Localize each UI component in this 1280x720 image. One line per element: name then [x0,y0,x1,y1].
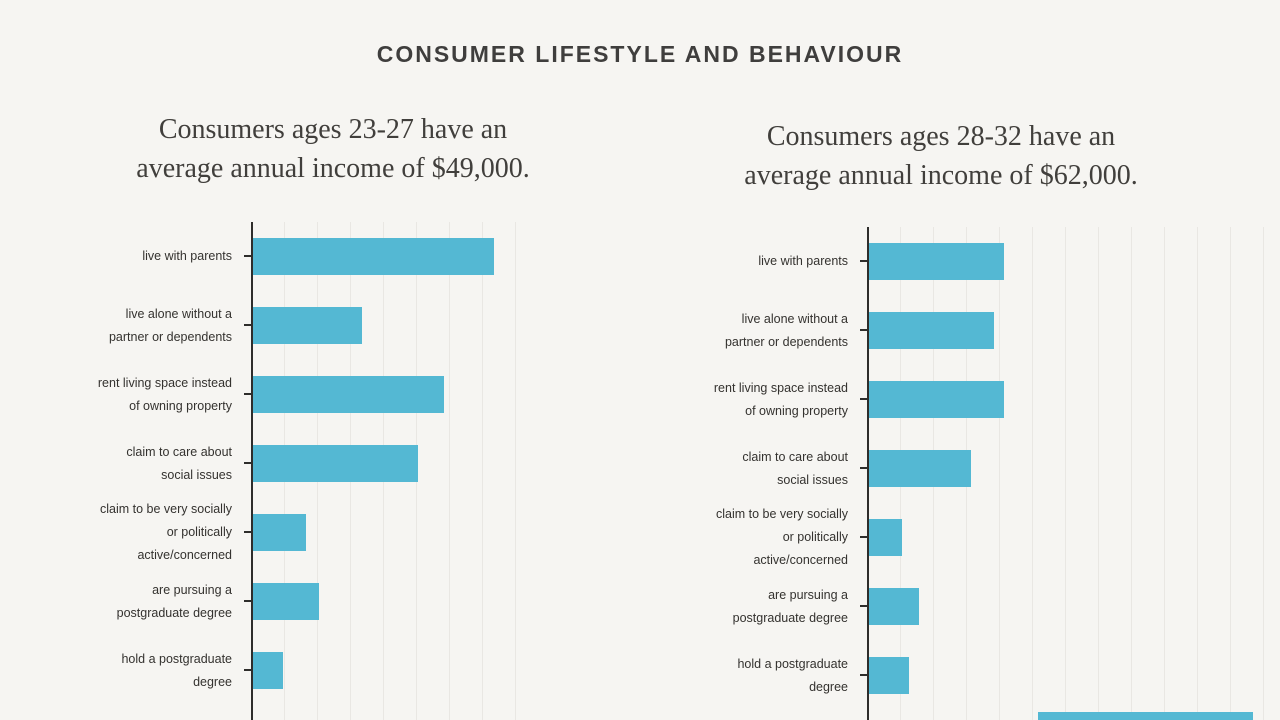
category-label-line: postgraduate degree [732,610,848,625]
plot-area: live with parents live alone without a par… [0,222,1280,720]
category-label-line: rent living space instead [97,375,232,390]
chart-row: live alone without a partner or dependent… [0,296,1280,365]
subtitle-line: average annual income of $62,000. [744,160,1138,191]
category-label-line: rent living space instead [713,380,848,395]
category-label: hold a postgraduate degree [2,636,232,705]
category-label-line: partner or dependents [724,334,848,349]
axis-tick [860,467,868,469]
axis-tick [860,329,868,331]
category-label: rent living space instead of owning prope… [2,360,232,429]
y-axis-line [867,227,869,720]
chart-subtitle: Consumers ages 28-32 have an average annu… [744,117,1137,195]
axis-tick [244,462,252,464]
chart-row: claim to care about social issues [0,429,1280,498]
category-label-line: of owning property [129,398,232,413]
chart-row: are pursuing a postgraduate degree [0,572,1280,641]
bar-rows: live with parents live alone without a par… [0,222,1280,720]
page-title: CONSUMER LIFESTYLE AND BEHAVIOUR [376,41,904,67]
chart-row: live with parents [0,227,1280,296]
chart-row: rent living space instead of owning prope… [0,360,1280,429]
category-label: rent living space instead of owning prope… [618,365,848,434]
y-axis-line [251,222,253,720]
category-label-line: or politically [166,525,232,539]
bar [869,450,972,487]
category-label-line: live with parents [758,254,848,268]
axis-tick [244,255,252,257]
axis-tick [860,536,868,538]
axis-tick [860,398,868,400]
category-label: claim to care about social issues [2,429,232,498]
axis-tick [244,600,252,602]
category-label: claim to be very socially or politically a… [618,503,848,572]
category-label-line: degree [809,679,848,694]
category-label-line: claim to care about [126,444,232,459]
chart-row: claim to be very socially or politically a… [0,498,1280,567]
bar [869,588,919,625]
subtitle-line: average annual income of $49,000. [136,153,530,184]
chart-row: live alone without a partner or dependent… [0,291,1280,360]
category-label-line: or politically [782,530,848,544]
category-label-line: are pursuing a [152,582,232,597]
category-label-line: active/concerned [753,553,848,567]
category-label-line: claim to be very socially [716,507,848,521]
category-label: are pursuing a postgraduate degree [618,572,848,641]
subtitle-line: Consumers ages 23-27 have an [158,114,508,145]
category-label: live with parents [2,222,232,291]
subtitle-line: Consumers ages 28-32 have an [766,121,1116,152]
category-label-line: are pursuing a [768,587,848,602]
category-label: live alone without a partner or dependent… [2,291,232,360]
category-label: live with parents [618,227,848,296]
category-label: claim to be very socially or politically a… [2,498,232,567]
category-label-line: active/concerned [137,548,232,562]
bar [869,657,909,694]
axis-tick [244,393,252,395]
category-label-line: postgraduate degree [116,605,232,620]
category-label-line: hold a postgraduate [737,656,848,671]
chart-row: claim to care about social issues [0,434,1280,503]
category-label-line: degree [193,674,232,689]
category-label-line: of owning property [745,403,848,418]
axis-tick [860,605,868,607]
axis-tick [860,674,868,676]
category-label-line: hold a postgraduate [121,651,232,666]
chart-row: hold a postgraduate degree [0,636,1280,705]
category-label-line: live alone without a [125,306,232,321]
chart-row: rent living space instead of owning prope… [0,365,1280,434]
chart-row: are pursuing a postgraduate degree [0,567,1280,636]
category-label-line: social issues [161,467,232,482]
category-label-line: social issues [777,472,848,487]
chart-row: claim to be very socially or politically a… [0,503,1280,572]
bar [253,652,283,689]
axis-tick [244,531,252,533]
chart-row: hold a postgraduate degree [0,641,1280,710]
bar [253,307,362,344]
category-label-line: live with parents [142,249,232,263]
category-label: are pursuing a postgraduate degree [2,567,232,636]
category-label-line: live alone without a [741,311,848,326]
category-label: hold a postgraduate degree [618,641,848,710]
category-label: live alone without a partner or dependent… [618,296,848,365]
bar [253,445,418,482]
bar [253,514,306,551]
bar [869,243,1005,280]
axis-tick [244,324,252,326]
bar [253,376,445,413]
bar [869,381,1005,418]
chart-row: live with parents [0,222,1280,291]
chart-subtitle: Consumers ages 23-27 have an average annu… [136,110,529,188]
bar [253,583,319,620]
partial-bar-bottom [1038,712,1253,720]
bar [869,312,995,349]
bar-rows: live with parents live alone without a par… [0,227,1280,720]
category-label-line: partner or dependents [108,329,232,344]
axis-tick [860,260,868,262]
bar [869,519,902,556]
axis-tick [244,669,252,671]
category-label-line: claim to be very socially [100,502,232,516]
bar [253,238,494,275]
plot-area: live with parents live alone without a par… [0,227,1280,720]
category-label: claim to care about social issues [618,434,848,503]
category-label-line: claim to care about [742,449,848,464]
